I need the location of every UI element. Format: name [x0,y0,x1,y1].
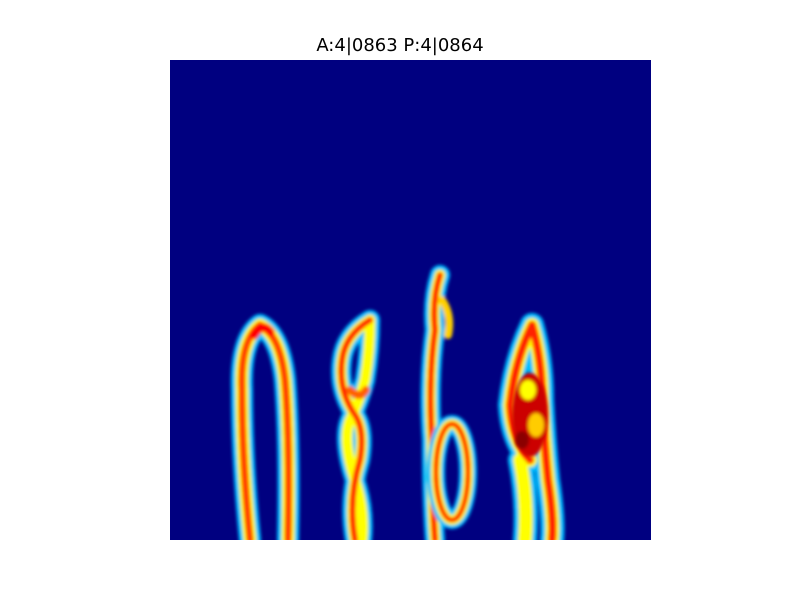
digit-6-stroke [420,265,477,540]
digit-8-stroke [331,310,380,540]
heatmap-image [170,60,651,540]
figure-title: A:4|0863 P:4|0864 [316,35,484,56]
digit-0-stroke [230,314,300,540]
